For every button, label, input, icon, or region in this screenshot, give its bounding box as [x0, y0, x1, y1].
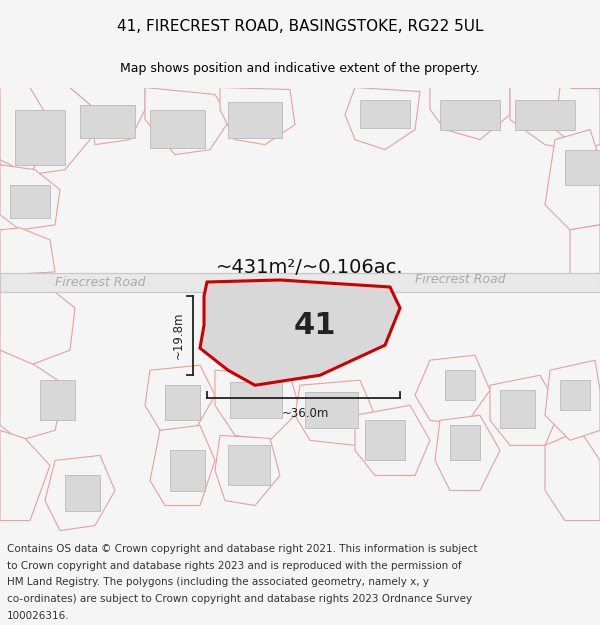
Polygon shape	[295, 380, 375, 446]
Polygon shape	[500, 390, 535, 428]
Polygon shape	[228, 101, 282, 138]
Polygon shape	[80, 104, 135, 138]
Text: 41, FIRECREST ROAD, BASINGSTOKE, RG22 5UL: 41, FIRECREST ROAD, BASINGSTOKE, RG22 5U…	[117, 19, 483, 34]
Polygon shape	[0, 228, 55, 275]
Polygon shape	[40, 380, 75, 421]
Polygon shape	[445, 370, 475, 400]
Polygon shape	[570, 225, 600, 280]
Polygon shape	[150, 426, 215, 506]
Polygon shape	[510, 88, 590, 149]
Text: Firecrest Road: Firecrest Road	[55, 276, 145, 289]
Polygon shape	[200, 280, 400, 385]
Text: ~19.8m: ~19.8m	[172, 311, 185, 359]
Polygon shape	[145, 88, 230, 154]
Polygon shape	[45, 456, 115, 531]
Polygon shape	[215, 370, 300, 441]
Polygon shape	[565, 149, 600, 185]
Polygon shape	[15, 109, 65, 165]
Text: Map shows position and indicative extent of the property.: Map shows position and indicative extent…	[120, 62, 480, 75]
Polygon shape	[220, 88, 295, 144]
Text: HM Land Registry. The polygons (including the associated geometry, namely x, y: HM Land Registry. The polygons (includin…	[7, 578, 429, 587]
Polygon shape	[435, 416, 500, 491]
Polygon shape	[0, 350, 65, 441]
Polygon shape	[145, 365, 215, 431]
Polygon shape	[70, 88, 145, 144]
Polygon shape	[360, 99, 410, 127]
Polygon shape	[545, 360, 600, 441]
Polygon shape	[430, 88, 510, 139]
Text: 100026316.: 100026316.	[7, 611, 70, 621]
Text: Contains OS data © Crown copyright and database right 2021. This information is : Contains OS data © Crown copyright and d…	[7, 544, 478, 554]
Polygon shape	[0, 88, 55, 175]
Polygon shape	[515, 99, 575, 129]
Text: 41: 41	[294, 311, 336, 339]
Polygon shape	[10, 185, 50, 218]
Polygon shape	[228, 446, 270, 486]
Text: ~36.0m: ~36.0m	[281, 407, 329, 420]
Text: co-ordinates) are subject to Crown copyright and database rights 2023 Ordnance S: co-ordinates) are subject to Crown copyr…	[7, 594, 472, 604]
Polygon shape	[555, 88, 600, 149]
Polygon shape	[170, 451, 205, 491]
Polygon shape	[490, 375, 560, 446]
Polygon shape	[165, 385, 200, 421]
Polygon shape	[415, 355, 490, 426]
Text: ~431m²/~0.106ac.: ~431m²/~0.106ac.	[216, 259, 404, 278]
Text: to Crown copyright and database rights 2023 and is reproduced with the permissio: to Crown copyright and database rights 2…	[7, 561, 462, 571]
Polygon shape	[0, 273, 600, 292]
Text: Firecrest Road: Firecrest Road	[415, 274, 505, 286]
Polygon shape	[0, 88, 90, 175]
Polygon shape	[0, 165, 60, 230]
Polygon shape	[545, 431, 600, 521]
Polygon shape	[450, 426, 480, 461]
Polygon shape	[215, 436, 280, 506]
Polygon shape	[65, 476, 100, 511]
Polygon shape	[440, 99, 500, 129]
Polygon shape	[355, 405, 430, 476]
Polygon shape	[345, 88, 420, 149]
Polygon shape	[230, 382, 282, 418]
Polygon shape	[0, 431, 50, 521]
Polygon shape	[365, 421, 405, 461]
Polygon shape	[545, 129, 600, 230]
Polygon shape	[150, 109, 205, 148]
Polygon shape	[560, 380, 590, 410]
Polygon shape	[305, 392, 358, 428]
Polygon shape	[0, 288, 75, 365]
